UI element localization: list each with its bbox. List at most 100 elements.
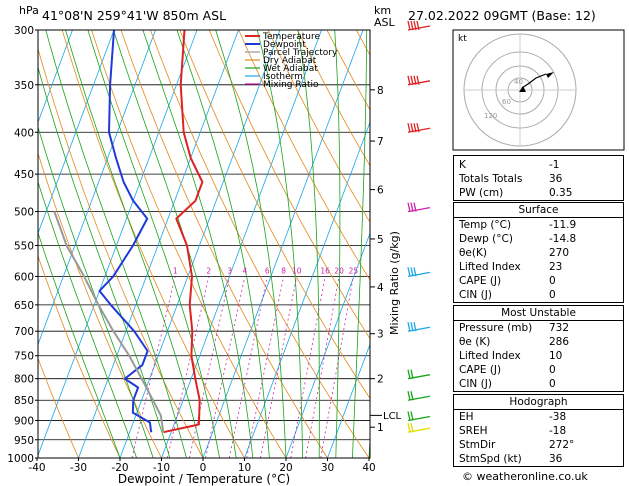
dry-adiabat-60 <box>208 30 370 340</box>
wet-adiabat-36 <box>352 30 368 458</box>
sreh-value: -18 <box>549 425 567 437</box>
k-value: -1 <box>549 159 560 171</box>
wet-adiabat-20 <box>215 30 287 458</box>
isotherm-20 <box>285 232 370 458</box>
pressure-tick-1000: 1000 <box>7 453 34 465</box>
wind-barb-feather-350-2 <box>413 75 417 85</box>
hodograph-table-title: Hodograph <box>509 396 568 408</box>
mixing-ratio-line-6 <box>228 276 268 458</box>
wet-adiabat-0 <box>65 30 204 458</box>
surface-temp-value: -11.9 <box>549 219 577 231</box>
temp-tick-10: 10 <box>238 462 251 474</box>
unstable-box: Most Unstable Pressure (mb) 732 θe (K) 286… <box>453 305 624 392</box>
legend-label-6: Mixing Ratio <box>263 80 319 90</box>
index-tt-row: Totals Totals 36 <box>454 172 623 186</box>
temp-tick--10: -10 <box>153 462 170 474</box>
temp-tick--40: -40 <box>28 462 45 474</box>
wind-barb-feather-400-1 <box>410 123 414 133</box>
dry-adiabat-50 <box>179 30 370 400</box>
wet-adiabat-24 <box>256 30 303 458</box>
dry-adiabat-0 <box>38 47 204 458</box>
wind-barb-feather-700-1 <box>410 322 414 332</box>
storm-motion-marker <box>519 86 526 92</box>
wind-barb-feather-300-3 <box>416 20 420 31</box>
wind-barb-feather-350-0 <box>407 75 411 85</box>
surface-li-value: 23 <box>549 261 563 273</box>
wet-adiabat-16 <box>176 30 270 458</box>
stmdir-value: 272° <box>549 439 575 451</box>
stmspd-value: 36 <box>549 453 563 465</box>
pressure-tick-400: 400 <box>14 127 34 139</box>
legend-label-4: Wet Adiabat <box>263 64 318 74</box>
wind-barb-feather-600-0 <box>407 267 411 277</box>
wind-barb-feather-500-1 <box>410 202 414 212</box>
hodo-ring-120: 120 <box>484 112 497 120</box>
km-tick-3: 3 <box>377 329 384 341</box>
wind-barb-shaft-930 <box>407 427 431 433</box>
wet-adiabat-28 <box>297 30 320 458</box>
hodograph-table: Hodograph EH -38 SREH -18 StmDir 272° StmSp… <box>453 394 624 467</box>
mixing-ratio-line-16 <box>290 276 326 458</box>
wind-barb-shaft-700 <box>407 326 431 332</box>
mixing-ratio-label-16: 16 <box>320 266 330 275</box>
surface-temp-label: Temp (°C) <box>459 219 512 231</box>
wind-barb-feather-400-2 <box>413 123 417 133</box>
wet-adiabat-8 <box>113 30 237 458</box>
temp-tick-40: 40 <box>362 462 375 474</box>
copyright: © weatheronline.co.uk <box>462 470 588 483</box>
pressure-unit: hPa <box>19 4 39 17</box>
mixing-ratio-label-4: 4 <box>243 266 248 275</box>
mu-thetae-value: 286 <box>549 336 570 348</box>
wind-barb-800 <box>407 369 431 380</box>
unstable-title: Most Unstable <box>501 307 576 319</box>
mu-pressure-label: Pressure (mb) <box>459 322 533 334</box>
wind-barb-feather-850-0 <box>407 391 411 401</box>
mixing-ratio-label-25: 25 <box>349 266 359 275</box>
mu-cape-label: CAPE (J) <box>459 364 502 376</box>
dry-adiabat-90 <box>297 30 370 167</box>
pressure-tick-500: 500 <box>14 207 34 219</box>
wind-barb-feather-800-0 <box>407 369 411 379</box>
wind-barb-850 <box>407 391 431 401</box>
mixing-ratio-axis-label: Mixing Ratio (g/kg) <box>388 231 401 335</box>
hodo-ring-60: 60 <box>502 98 511 106</box>
km-unit-line2: ASL <box>374 16 396 29</box>
wind-barb-feather-600-2 <box>413 267 417 277</box>
datetime-header: 27.02.2022 09GMT (Base: 12) <box>408 8 596 23</box>
wet-adiabat--4 <box>45 30 187 458</box>
km-tick-4: 4 <box>377 282 384 294</box>
temp-tick-20: 20 <box>279 462 292 474</box>
pw-label: PW (cm) <box>459 187 504 199</box>
mixing-ratio-line-10 <box>260 276 298 458</box>
mixing-ratio-line-2 <box>166 276 210 458</box>
wind-barb-feather-500-0 <box>407 202 411 212</box>
wind-barb-350 <box>407 75 431 86</box>
wind-barb-feather-700-2 <box>413 322 417 332</box>
legend-label-2: Parcel Trajectory <box>263 48 338 58</box>
mixing-ratio-label-10: 10 <box>292 266 302 275</box>
k-label: K <box>459 159 466 171</box>
wind-barb-feather-350-1 <box>410 75 414 85</box>
wind-barb-400 <box>407 123 431 133</box>
temp-tick--30: -30 <box>70 462 87 474</box>
location-header: 41°08'N 259°41'W 850m ASL <box>42 8 227 23</box>
isotherm-10 <box>244 121 370 458</box>
wet-adiabat--20 <box>38 231 121 458</box>
mixing-ratio-line-20 <box>305 276 340 458</box>
mixing-ratio-label-3: 3 <box>227 266 232 275</box>
surface-title: Surface <box>518 204 559 216</box>
stmspd-label: StmSpd (kt) <box>459 453 522 465</box>
wind-barb-feather-300-0 <box>407 20 411 31</box>
isotherm--40 <box>38 30 198 457</box>
wind-barb-feather-850-1 <box>410 391 414 401</box>
isotherm--10 <box>161 30 322 458</box>
legend-label-3: Dry Adiabat <box>263 56 317 66</box>
km-tick-1: 1 <box>377 422 384 434</box>
wind-barb-600 <box>407 267 431 278</box>
series-parcel-trajectory <box>53 211 165 433</box>
surface-box: Surface Temp (°C) -11.9 Dewp (°C) -14.8 θe… <box>453 202 624 303</box>
pressure-tick-800: 800 <box>14 374 34 386</box>
mu-pressure-value: 732 <box>549 322 570 334</box>
wind-barb-feather-350-3 <box>416 75 420 85</box>
